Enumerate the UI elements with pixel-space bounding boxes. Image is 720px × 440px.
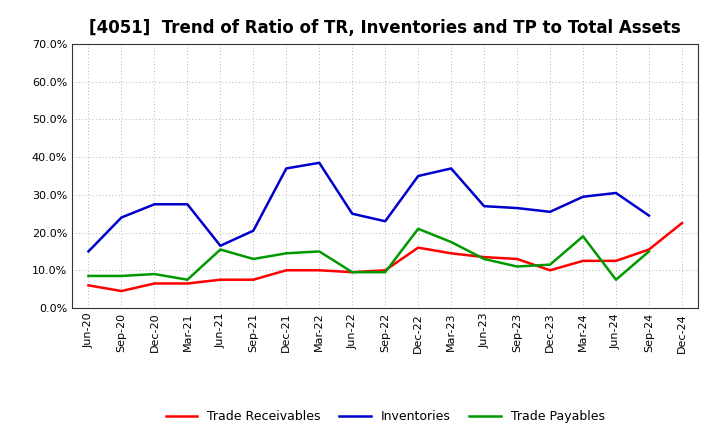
Trade Receivables bbox=[546, 268, 554, 273]
Trade Receivables bbox=[216, 277, 225, 282]
Trade Receivables bbox=[513, 257, 521, 262]
Trade Receivables bbox=[150, 281, 158, 286]
Inventories bbox=[644, 213, 653, 218]
Trade Receivables bbox=[348, 270, 356, 275]
Trade Payables bbox=[546, 262, 554, 267]
Trade Payables bbox=[579, 234, 588, 239]
Trade Receivables bbox=[644, 247, 653, 252]
Inventories bbox=[513, 205, 521, 211]
Trade Receivables bbox=[183, 281, 192, 286]
Trade Receivables bbox=[579, 258, 588, 264]
Inventories bbox=[414, 173, 423, 179]
Line: Trade Payables: Trade Payables bbox=[89, 229, 649, 280]
Inventories bbox=[381, 219, 390, 224]
Inventories bbox=[348, 211, 356, 216]
Trade Payables bbox=[381, 270, 390, 275]
Trade Payables bbox=[216, 247, 225, 252]
Trade Receivables bbox=[414, 245, 423, 250]
Trade Payables bbox=[150, 271, 158, 277]
Title: [4051]  Trend of Ratio of TR, Inventories and TP to Total Assets: [4051] Trend of Ratio of TR, Inventories… bbox=[89, 19, 681, 37]
Trade Receivables bbox=[480, 254, 488, 260]
Inventories bbox=[315, 160, 323, 165]
Trade Payables bbox=[183, 277, 192, 282]
Trade Receivables bbox=[381, 268, 390, 273]
Trade Receivables bbox=[117, 288, 126, 293]
Trade Payables bbox=[414, 226, 423, 231]
Inventories bbox=[117, 215, 126, 220]
Trade Receivables bbox=[315, 268, 323, 273]
Inventories bbox=[579, 194, 588, 199]
Inventories bbox=[546, 209, 554, 214]
Trade Receivables bbox=[249, 277, 258, 282]
Legend: Trade Receivables, Inventories, Trade Payables: Trade Receivables, Inventories, Trade Pa… bbox=[161, 406, 610, 429]
Trade Payables bbox=[315, 249, 323, 254]
Trade Payables bbox=[513, 264, 521, 269]
Trade Receivables bbox=[612, 258, 621, 264]
Trade Receivables bbox=[678, 220, 686, 226]
Inventories bbox=[84, 249, 93, 254]
Trade Payables bbox=[447, 239, 456, 245]
Trade Payables bbox=[84, 273, 93, 279]
Trade Receivables bbox=[282, 268, 291, 273]
Inventories bbox=[249, 228, 258, 233]
Inventories bbox=[183, 202, 192, 207]
Trade Payables bbox=[612, 277, 621, 282]
Trade Payables bbox=[249, 257, 258, 262]
Trade Receivables bbox=[84, 283, 93, 288]
Inventories bbox=[612, 191, 621, 196]
Inventories bbox=[282, 166, 291, 171]
Trade Payables bbox=[282, 251, 291, 256]
Trade Payables bbox=[348, 270, 356, 275]
Trade Receivables bbox=[447, 251, 456, 256]
Trade Payables bbox=[480, 257, 488, 262]
Trade Payables bbox=[117, 273, 126, 279]
Inventories bbox=[216, 243, 225, 249]
Line: Inventories: Inventories bbox=[89, 163, 649, 251]
Inventories bbox=[480, 204, 488, 209]
Inventories bbox=[447, 166, 456, 171]
Line: Trade Receivables: Trade Receivables bbox=[89, 223, 682, 291]
Trade Payables bbox=[644, 249, 653, 254]
Inventories bbox=[150, 202, 158, 207]
